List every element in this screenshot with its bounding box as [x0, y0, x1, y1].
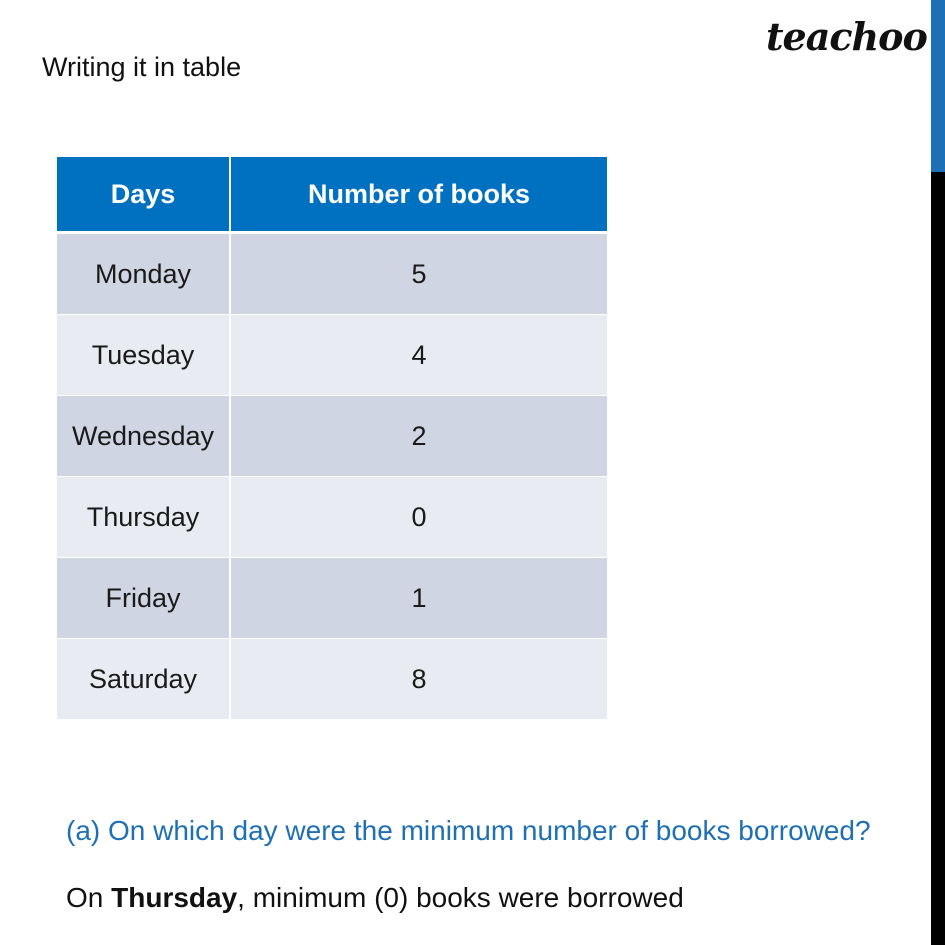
books-cell: 5	[229, 232, 607, 315]
day-cell: Monday	[57, 232, 230, 315]
answer-emphasis: Thursday	[111, 882, 238, 913]
table-row: Saturday 8	[57, 638, 607, 720]
books-cell: 0	[229, 476, 607, 558]
books-cell: 8	[229, 638, 607, 720]
page-heading: Writing it in table	[42, 52, 242, 82]
scrollbar-thumb[interactable]	[931, 0, 945, 172]
answer-text: On Thursday, minimum (0) books were borr…	[66, 882, 684, 914]
header-number-of-books: Number of books	[229, 157, 607, 234]
day-cell: Tuesday	[57, 314, 230, 396]
header-days: Days	[57, 157, 230, 234]
question-text: (a) On which day were the minimum number…	[66, 815, 871, 846]
table-row: Friday 1	[57, 557, 607, 639]
table-row: Tuesday 4	[57, 314, 607, 396]
day-cell: Friday	[57, 557, 230, 639]
table-row: Monday 5	[57, 232, 607, 315]
day-cell: Wednesday	[57, 395, 230, 477]
teachoo-logo: teachoo	[766, 14, 928, 59]
scrollbar-track[interactable]	[931, 0, 945, 945]
day-cell: Thursday	[57, 476, 230, 558]
table-row: Wednesday 2	[57, 395, 607, 477]
day-cell: Saturday	[57, 638, 230, 720]
table-header-row: Days Number of books	[57, 157, 607, 234]
books-cell: 4	[229, 314, 607, 396]
table-row: Thursday 0	[57, 476, 607, 558]
books-cell: 2	[229, 395, 607, 477]
books-table: Days Number of books Monday 5 Tuesday 4 …	[57, 157, 607, 720]
books-cell: 1	[229, 557, 607, 639]
answer-suffix: , minimum (0) books were borrowed	[237, 882, 684, 913]
answer-prefix: On	[66, 882, 112, 913]
